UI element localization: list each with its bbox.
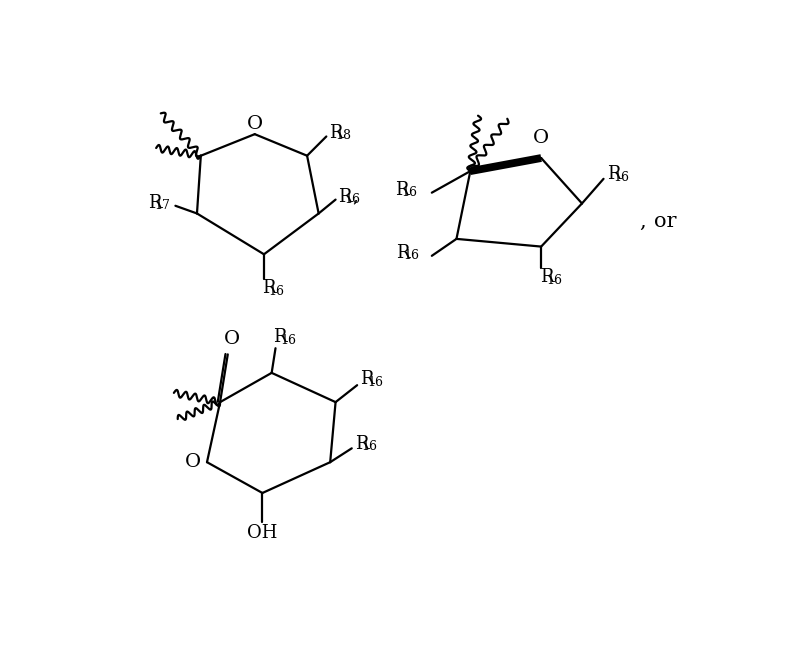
Text: O: O bbox=[185, 453, 201, 471]
Text: or: or bbox=[653, 212, 676, 231]
Text: R: R bbox=[338, 188, 352, 205]
Text: O: O bbox=[224, 330, 240, 348]
Text: R: R bbox=[261, 279, 275, 297]
Text: 16: 16 bbox=[367, 376, 383, 388]
Text: R: R bbox=[397, 244, 410, 262]
Text: 16: 16 bbox=[280, 334, 296, 347]
Text: R: R bbox=[360, 370, 374, 388]
Text: 18: 18 bbox=[336, 129, 352, 142]
Text: R: R bbox=[607, 165, 620, 183]
Text: 16: 16 bbox=[362, 440, 378, 453]
Text: R: R bbox=[148, 194, 161, 212]
Text: R: R bbox=[540, 268, 553, 287]
Text: 16: 16 bbox=[614, 171, 630, 184]
Text: R: R bbox=[395, 180, 408, 199]
Text: R: R bbox=[329, 123, 342, 142]
Text: OH: OH bbox=[247, 524, 277, 542]
Text: R: R bbox=[355, 435, 368, 453]
Text: ,: , bbox=[640, 212, 646, 231]
Text: O: O bbox=[533, 129, 549, 147]
Text: 16: 16 bbox=[547, 274, 562, 287]
Text: ,: , bbox=[352, 188, 359, 205]
Text: 16: 16 bbox=[404, 249, 419, 262]
Text: 16: 16 bbox=[344, 193, 361, 206]
Text: O: O bbox=[246, 115, 263, 133]
Text: 17: 17 bbox=[155, 199, 171, 213]
Text: 16: 16 bbox=[269, 285, 284, 298]
Text: R: R bbox=[273, 329, 287, 346]
Text: 16: 16 bbox=[402, 186, 418, 199]
